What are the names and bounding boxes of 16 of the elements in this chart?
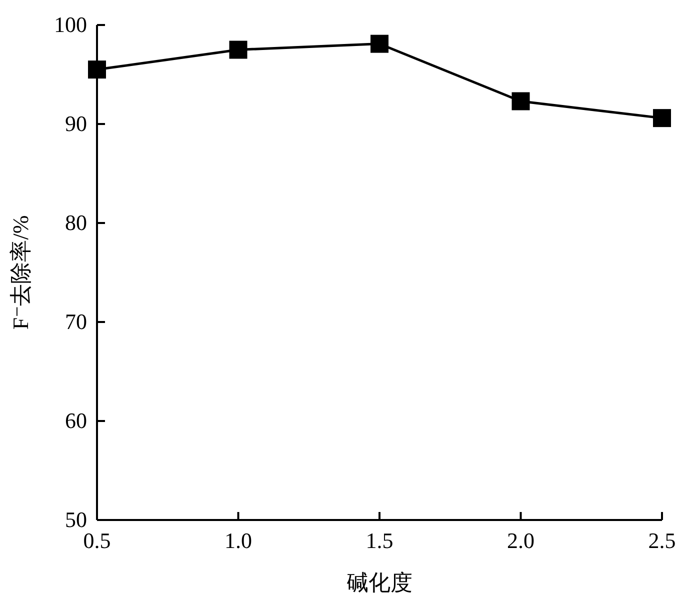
point [88,60,106,79]
x-tick-label: 1.5 [366,528,394,553]
y-tick-label: 70 [65,309,87,334]
point [370,34,388,53]
x-tick-label: 2.0 [507,528,534,553]
point [229,40,248,59]
y-tick-label: 60 [65,408,87,433]
y-tick-label: 90 [65,111,87,136]
x-tick-label: 2.5 [648,528,676,553]
x-axis-title: 碱化度 [346,570,412,595]
point [512,92,530,110]
x-tick-label: 1.0 [224,528,252,553]
y-tick-label: 100 [54,12,87,37]
point [653,109,671,128]
y-axis-title: F⁻去除率/% [8,215,33,330]
y-tick-label: 80 [65,210,87,235]
